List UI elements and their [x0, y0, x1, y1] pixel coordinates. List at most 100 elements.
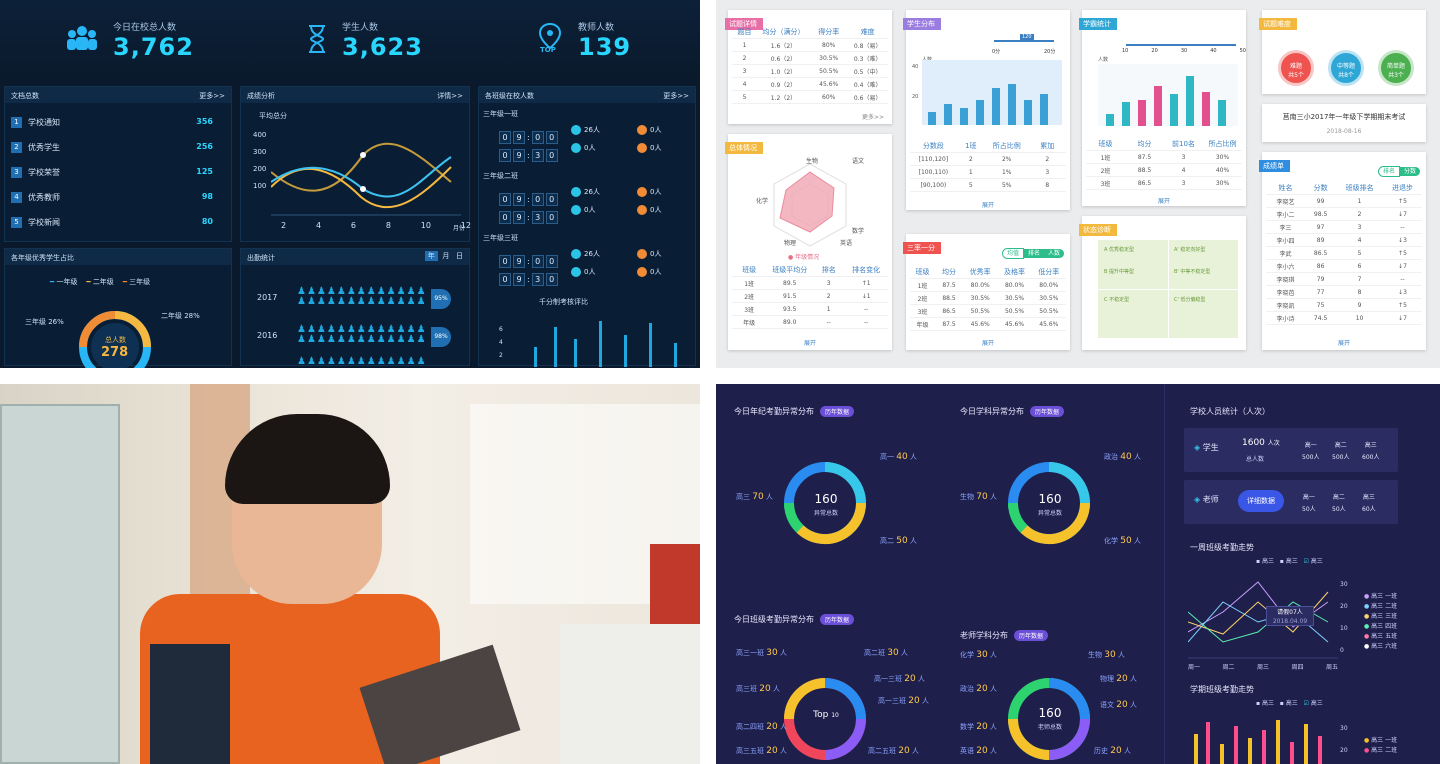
table-cell: 1班 — [965, 142, 977, 150]
item-value: 80 — [201, 217, 213, 226]
table-cell: 8 — [1045, 181, 1050, 189]
table-row[interactable]: 5 1.2（2） 60% 0.6（易） — [732, 91, 888, 104]
table-cell: 86.5 — [942, 307, 956, 315]
table-row[interactable]: 1班 87.5 3 30% — [1086, 151, 1242, 164]
table-row[interactable]: 李小诗 74.5 10 ↓7 — [1266, 312, 1422, 325]
table-row[interactable]: 李小四 89 4 ↓3 — [1266, 234, 1422, 247]
table-row[interactable]: 年级 87.5 45.6% 45.6% 45.6% — [910, 318, 1066, 331]
tab-score[interactable]: 分数 — [1399, 167, 1420, 176]
range-slider[interactable] — [1126, 44, 1236, 46]
table-row[interactable]: 李武 86.5 5 ↑5 — [1266, 247, 1422, 260]
tab-mean[interactable]: 均值 — [1001, 248, 1024, 259]
history-pill[interactable]: 历年数据 — [820, 406, 855, 417]
table-row[interactable]: 3班 86.5 50.5% 50.5% 50.5% — [910, 305, 1066, 318]
table-row[interactable]: 3班 86.5 3 30% — [1086, 177, 1242, 190]
table-cell: 李晓艺 — [1276, 198, 1295, 206]
tab-rank[interactable]: 排名 — [1023, 249, 1044, 258]
tab-year[interactable]: 年 — [424, 251, 438, 261]
list-item[interactable]: 4 优秀教师 98 — [11, 192, 221, 214]
tab-grade[interactable]: 高三 — [1310, 700, 1323, 707]
item-label: 学校荣誉 — [28, 168, 60, 177]
status-icon — [637, 143, 647, 153]
table-cell: 1 — [742, 41, 747, 49]
list-item[interactable]: 2 优秀学生 256 — [11, 142, 221, 164]
rank-badge: 3 — [11, 167, 22, 178]
table-row[interactable]: [110,120] 2 2% 2 — [910, 153, 1066, 166]
exam-title: 莒南三小2017年一年级下学期期末考试 — [1282, 113, 1406, 121]
tab-grade[interactable]: 高三 — [1310, 558, 1323, 565]
panel-header: 文档总数 更多>> — [5, 87, 231, 103]
tab-count[interactable]: 人数 — [1043, 249, 1064, 258]
table-row[interactable]: 1班 89.5 3 ↑1 — [732, 277, 888, 290]
table-row[interactable]: 李小六 86 6 ↓7 — [1266, 260, 1422, 273]
table-row[interactable]: 4 0.9（2） 45.6% 0.4（难） — [732, 78, 888, 91]
table-row[interactable]: 李晓芭 77 8 ↓3 — [1266, 286, 1422, 299]
table-cell: 5 — [1357, 249, 1362, 257]
expand-link[interactable]: 展开 — [981, 202, 994, 209]
tab-rank[interactable]: 排名 — [1377, 166, 1400, 177]
expand-link[interactable]: 展开 — [981, 340, 994, 347]
table-cell: 分数段 — [922, 142, 944, 150]
table-row[interactable]: 李三 97 3 -- — [1266, 221, 1422, 234]
table-row[interactable]: 2班 91.5 2 ↓1 — [732, 290, 888, 303]
more-link[interactable]: 更多>> — [861, 114, 884, 121]
tab-day[interactable]: 日 — [456, 252, 463, 260]
term-y-ticks: 30 20 — [1340, 725, 1348, 754]
table-header: 题目 均分（满分） 得分率 难度 — [732, 26, 888, 39]
table-cell: 4 — [1357, 236, 1362, 244]
table-cell: ↑5 — [1398, 301, 1407, 309]
table-row[interactable]: [90,100) 5 5% 8 — [910, 179, 1066, 192]
more-link[interactable]: 详情>> — [437, 92, 463, 100]
range-slider[interactable] — [994, 40, 1054, 42]
more-link[interactable]: 更多>> — [663, 92, 689, 100]
donut-label: 生物 70 人 — [960, 492, 997, 502]
expand-link[interactable]: 展开 — [803, 340, 816, 347]
table-row[interactable]: 2班 88.5 4 40% — [1086, 164, 1242, 177]
table-row[interactable]: 李晓艺 99 1 ↑5 — [1266, 195, 1422, 208]
table-row[interactable]: 李晓琪 79 7 -- — [1266, 273, 1422, 286]
digit: 0 — [499, 211, 511, 224]
table-cell: 80% — [822, 41, 836, 49]
history-pill[interactable]: 历年数据 — [820, 614, 855, 625]
table-row[interactable]: 1 1.6（2） 80% 0.8（易） — [732, 39, 888, 52]
three-rate-card: 三率一分 均值 排名 人数 班级 均分 优秀率 及格率 低分率 1班 87.5 80.0% 80.0… — [903, 234, 1070, 350]
grade-col: 高三 60人 — [1362, 494, 1376, 513]
table-row[interactable]: 3 1.0（2） 50.5% 0.5（中） — [732, 65, 888, 78]
tab-grade[interactable]: 高三 — [1285, 558, 1298, 565]
table-cell: 所占比例 — [992, 142, 1021, 150]
history-pill[interactable]: 历年数据 — [1014, 630, 1049, 641]
y-axis-title: 平均总分 — [259, 112, 287, 120]
more-link[interactable]: 更多>> — [199, 92, 225, 100]
list-item[interactable]: 5 学校新闻 80 — [11, 217, 221, 239]
table-row[interactable]: 2 0.6（2） 30.5% 0.3（难） — [732, 52, 888, 65]
history-pill[interactable]: 历年数据 — [1030, 406, 1065, 417]
table-cell: 班级 — [915, 268, 930, 276]
table-cell: 均分 — [941, 268, 956, 276]
donut-total: 160 — [1038, 492, 1062, 506]
table-row[interactable]: 3班 93.5 1 -- — [732, 303, 888, 316]
table-row[interactable]: 2班 88.5 30.5% 30.5% 30.5% — [910, 292, 1066, 305]
table-cell: 45.6% — [819, 80, 839, 88]
tab-month[interactable]: 月 — [442, 252, 450, 260]
list-item[interactable]: 1 学校通知 356 — [11, 117, 221, 139]
table-row[interactable]: 李小二 98.5 2 ↓7 — [1266, 208, 1422, 221]
tab-grade[interactable]: 高三 — [1261, 700, 1274, 707]
table-cell: 3班 — [744, 306, 755, 314]
expand-link[interactable]: 展开 — [1337, 340, 1350, 347]
table-row[interactable]: [100,110) 1 1% 3 — [910, 166, 1066, 179]
rank-badge: 5 — [11, 217, 22, 228]
digit: 0 — [545, 211, 558, 224]
detail-data-button[interactable]: 详细数据 — [1238, 490, 1284, 512]
table-row[interactable]: 年级 89.0 -- -- — [732, 316, 888, 329]
class-name: 三年级二班 — [483, 172, 518, 180]
tab-grade[interactable]: 高三 — [1285, 700, 1298, 707]
table-row[interactable]: 1班 87.5 80.0% 80.0% 80.0% — [910, 279, 1066, 292]
tab-grade[interactable]: 高三 — [1261, 558, 1274, 565]
table-cell: 87.5 — [942, 320, 956, 328]
list-item[interactable]: 3 学校荣誉 125 — [11, 167, 221, 189]
table-cell: 优秀率 — [969, 268, 991, 276]
table-row[interactable]: 李晓凯 75 9 ↑5 — [1266, 299, 1422, 312]
expand-link[interactable]: 展开 — [1157, 198, 1170, 205]
student-total-label: 总人数 — [1246, 456, 1265, 463]
